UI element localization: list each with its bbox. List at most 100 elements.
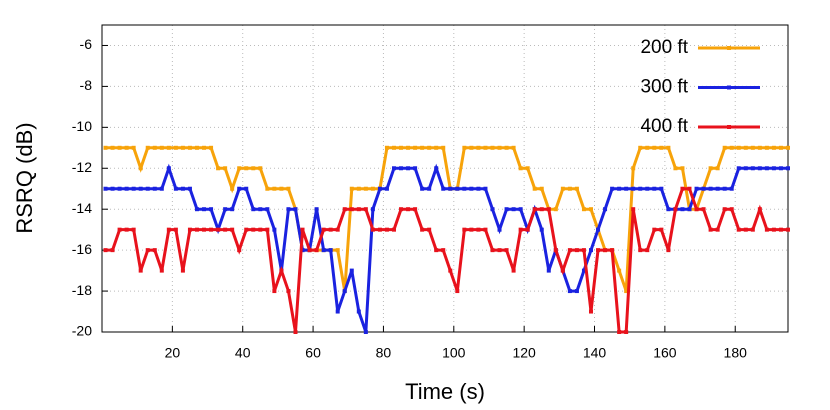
point <box>265 207 270 212</box>
point <box>483 227 488 232</box>
point <box>708 227 713 232</box>
point <box>131 227 136 232</box>
point <box>631 186 636 191</box>
point <box>764 166 769 171</box>
point <box>729 207 734 212</box>
point <box>588 309 593 314</box>
point <box>455 186 460 191</box>
point <box>293 330 298 334</box>
point <box>321 227 326 232</box>
point <box>258 207 263 212</box>
point <box>715 227 720 232</box>
point <box>216 166 221 171</box>
point <box>603 207 608 212</box>
point <box>750 145 755 150</box>
point <box>631 166 636 171</box>
point <box>560 186 565 191</box>
y-tick-label: -14 <box>72 200 92 216</box>
point <box>138 268 143 273</box>
point <box>187 145 192 150</box>
y-tick-label: -20 <box>72 323 92 339</box>
point <box>455 289 460 294</box>
point <box>131 145 136 150</box>
point <box>420 227 425 232</box>
point <box>786 166 790 171</box>
point <box>567 289 572 294</box>
point <box>124 227 129 232</box>
point <box>335 248 340 253</box>
point <box>173 227 178 232</box>
point <box>399 207 404 212</box>
point <box>300 227 305 232</box>
point <box>581 268 586 273</box>
point <box>335 309 340 314</box>
point <box>413 166 418 171</box>
point <box>743 227 748 232</box>
point <box>202 227 207 232</box>
point <box>673 166 678 171</box>
point <box>666 145 671 150</box>
y-tick-label: -8 <box>80 77 93 93</box>
point <box>786 145 790 150</box>
point <box>736 166 741 171</box>
x-tick-label: 140 <box>583 345 607 361</box>
point <box>258 227 263 232</box>
point <box>722 207 727 212</box>
point <box>377 186 382 191</box>
point <box>180 186 185 191</box>
point <box>532 207 537 212</box>
point <box>638 145 643 150</box>
point <box>237 186 242 191</box>
point <box>610 186 615 191</box>
point <box>230 186 235 191</box>
series-line <box>105 146 788 292</box>
point <box>413 145 418 150</box>
point <box>652 186 657 191</box>
point <box>631 207 636 212</box>
point <box>272 289 277 294</box>
point <box>230 227 235 232</box>
point <box>638 248 643 253</box>
point <box>652 227 657 232</box>
point <box>159 186 164 191</box>
point <box>553 207 558 212</box>
point <box>103 248 108 253</box>
point <box>666 248 671 253</box>
point <box>223 207 228 212</box>
point <box>124 145 129 150</box>
point <box>511 207 516 212</box>
point <box>722 145 727 150</box>
point <box>483 145 488 150</box>
point <box>680 207 685 212</box>
point <box>413 207 418 212</box>
point <box>194 145 199 150</box>
point <box>441 186 446 191</box>
point <box>497 145 502 150</box>
point <box>391 166 396 171</box>
point <box>434 166 439 171</box>
point <box>567 248 572 253</box>
point <box>729 186 734 191</box>
y-tick-label: -6 <box>80 36 93 52</box>
point <box>391 227 396 232</box>
point <box>223 166 228 171</box>
legend-marker <box>727 125 731 129</box>
point <box>750 166 755 171</box>
point <box>145 248 150 253</box>
point <box>539 227 544 232</box>
point <box>356 186 361 191</box>
point <box>152 186 157 191</box>
point <box>462 186 467 191</box>
x-tick-label: 180 <box>724 345 748 361</box>
point <box>356 207 361 212</box>
point <box>532 186 537 191</box>
point <box>596 248 601 253</box>
point <box>610 248 615 253</box>
x-tick-label: 120 <box>512 345 536 361</box>
point <box>680 186 685 191</box>
point <box>659 145 664 150</box>
point <box>117 186 122 191</box>
point <box>757 207 762 212</box>
point <box>518 166 523 171</box>
point <box>624 330 629 334</box>
